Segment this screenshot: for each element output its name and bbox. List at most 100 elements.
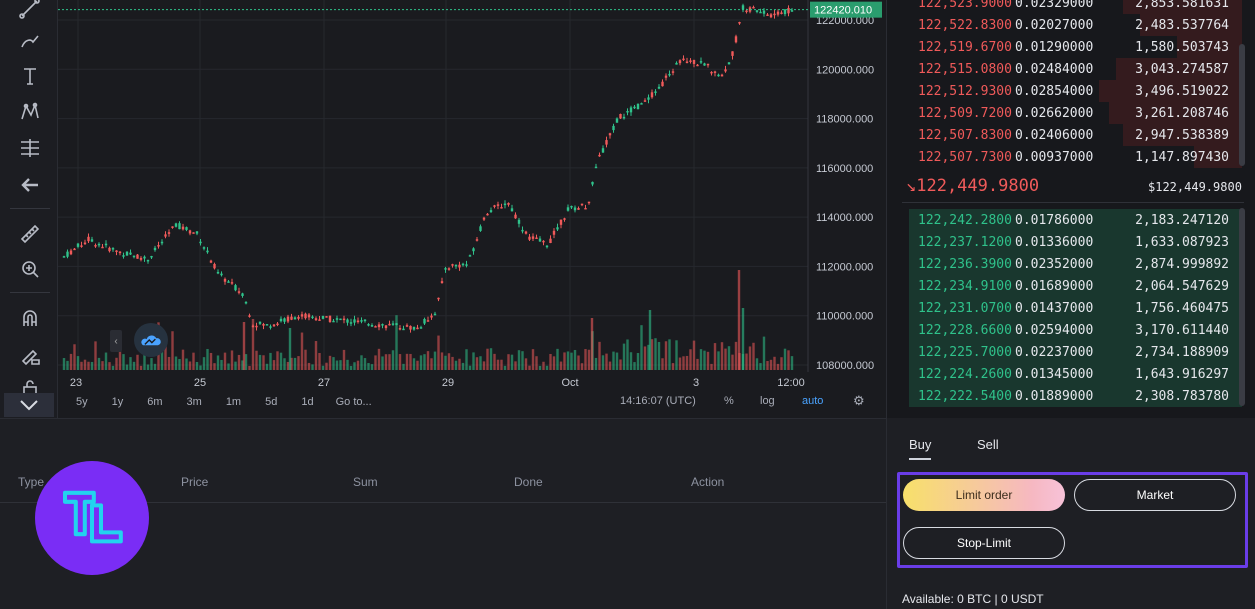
volume-bar bbox=[489, 348, 493, 370]
range-3m-button[interactable]: 3m bbox=[186, 396, 202, 408]
col-price: Price bbox=[181, 475, 209, 489]
ask-row[interactable]: 122,509.7200 0.02662000 3,261.208746 bbox=[902, 102, 1242, 124]
bid-row[interactable]: 122,225.7000 0.02237000 2,734.188909 bbox=[902, 341, 1242, 363]
volume-bar bbox=[647, 344, 650, 370]
depth-bar bbox=[1116, 58, 1242, 80]
volume-bar bbox=[426, 351, 430, 370]
lock-drawing-icon[interactable] bbox=[14, 341, 46, 367]
bid-row[interactable]: 122,222.5400 0.01889000 2,308.783780 bbox=[902, 385, 1242, 407]
bid-row[interactable]: 122,242.2800 0.01786000 2,183.247120 bbox=[902, 209, 1242, 231]
ask-sum: 1,580.503743 bbox=[1135, 39, 1229, 55]
range-6m-button[interactable]: 6m bbox=[147, 396, 163, 408]
volume-bar bbox=[111, 365, 115, 370]
volume-bar bbox=[594, 357, 598, 370]
log-scale-toggle[interactable]: log bbox=[760, 395, 775, 407]
bid-row[interactable]: 122,224.2600 0.01345000 1,643.916297 bbox=[902, 363, 1242, 385]
price-tick-label: 120000.000 bbox=[816, 64, 874, 76]
range-5y-button[interactable]: 5y bbox=[76, 396, 88, 408]
ask-sum: 3,261.208746 bbox=[1135, 105, 1229, 121]
candle-body bbox=[87, 236, 90, 242]
col-done: Done bbox=[514, 475, 543, 489]
hide-toolbar-button[interactable]: ‹ bbox=[110, 330, 122, 352]
bid-sum: 2,308.783780 bbox=[1135, 388, 1229, 404]
price-tick-label: 110000.000 bbox=[816, 311, 873, 323]
bid-amount: 0.02352000 bbox=[1015, 256, 1094, 272]
candle-body bbox=[83, 242, 87, 245]
candle-body bbox=[440, 281, 444, 284]
collapse-toolbar-button[interactable] bbox=[4, 393, 54, 417]
candle-body bbox=[598, 154, 601, 157]
volume-bar bbox=[258, 354, 262, 370]
col-type: Type bbox=[18, 475, 45, 489]
stop-limit-button[interactable]: Stop-Limit bbox=[903, 527, 1065, 559]
volume-bar bbox=[118, 349, 122, 370]
volume-bar bbox=[234, 361, 237, 370]
gear-icon[interactable]: ⚙ bbox=[853, 393, 865, 408]
ask-row[interactable]: 122,519.6700 0.01290000 1,580.503743 bbox=[902, 36, 1242, 58]
ask-row[interactable]: 122,522.8300 0.02027000 2,483.537764 bbox=[902, 14, 1242, 36]
ask-sum: 2,853.581631 bbox=[1135, 0, 1229, 11]
market-order-button[interactable]: Market bbox=[1074, 479, 1236, 511]
pattern-icon[interactable] bbox=[14, 99, 46, 125]
candle-body bbox=[493, 205, 496, 207]
bid-row[interactable]: 122,236.3900 0.02352000 2,874.999892 bbox=[902, 253, 1242, 275]
volume-bar bbox=[178, 358, 181, 370]
trend-line-icon[interactable] bbox=[14, 0, 46, 22]
text-icon[interactable] bbox=[14, 63, 46, 89]
candle-body bbox=[601, 148, 605, 153]
price-chart[interactable]: 122000.000 120000.000 118000.000 116000.000… bbox=[58, 0, 886, 418]
volume-bar bbox=[395, 315, 398, 370]
candle-body bbox=[563, 218, 566, 220]
volume-bar bbox=[500, 359, 503, 370]
goto-date-button[interactable]: Go to... bbox=[335, 396, 372, 408]
volume-bar bbox=[626, 339, 629, 370]
volume-bar bbox=[633, 362, 636, 370]
bid-row[interactable]: 122,234.9100 0.01689000 2,064.547629 bbox=[902, 275, 1242, 297]
bid-scrollbar[interactable] bbox=[1239, 208, 1245, 406]
volume-bar bbox=[132, 361, 136, 370]
depth-bar bbox=[909, 341, 1242, 363]
volume-bar bbox=[97, 357, 101, 370]
volume-bar bbox=[332, 357, 335, 370]
candle-body bbox=[346, 319, 349, 323]
volume-bar bbox=[629, 352, 633, 370]
bid-row[interactable]: 122,228.6600 0.02594000 3,170.611440 bbox=[902, 319, 1242, 341]
bid-amount: 0.02237000 bbox=[1015, 344, 1094, 360]
candle-body bbox=[629, 107, 633, 113]
ask-scrollbar[interactable] bbox=[1239, 44, 1245, 166]
magnet-icon[interactable] bbox=[14, 305, 46, 331]
range-5d-button[interactable]: 5d bbox=[265, 396, 278, 408]
brush-icon[interactable] bbox=[14, 28, 46, 54]
candle-body bbox=[535, 237, 538, 240]
range-1m-button[interactable]: 1m bbox=[225, 396, 242, 408]
percent-scale-toggle[interactable]: % bbox=[724, 395, 734, 407]
candle-body bbox=[192, 232, 195, 234]
candle-body bbox=[73, 248, 76, 251]
range-1y-button[interactable]: 1y bbox=[111, 396, 124, 408]
tab-sell[interactable]: Sell bbox=[977, 437, 999, 452]
volume-bar bbox=[622, 343, 626, 370]
tab-buy[interactable]: Buy bbox=[909, 437, 932, 460]
candle-body bbox=[762, 10, 766, 14]
candle-body bbox=[710, 71, 713, 74]
ask-row[interactable]: 122,507.7300 0.00937000 1,147.897430 bbox=[902, 146, 1242, 168]
ask-row[interactable]: 122,507.8300 0.02406000 2,947.538389 bbox=[902, 124, 1242, 146]
zoom-in-icon[interactable] bbox=[14, 256, 46, 282]
candle-body bbox=[230, 282, 234, 284]
utc-clock[interactable]: 14:16:07 (UTC) bbox=[620, 395, 696, 407]
bid-row[interactable]: 122,231.0700 0.01437000 1,756.460475 bbox=[902, 297, 1242, 319]
arrow-left-icon[interactable] bbox=[14, 172, 46, 198]
range-1d-button[interactable]: 1d bbox=[301, 396, 314, 408]
ask-row[interactable]: 122,515.0800 0.02484000 3,043.274587 bbox=[902, 58, 1242, 80]
ruler-icon[interactable] bbox=[14, 221, 46, 247]
auto-scale-toggle[interactable]: auto bbox=[802, 395, 824, 407]
fib-icon[interactable] bbox=[14, 135, 46, 161]
depth-bar bbox=[1123, 0, 1242, 14]
ask-row[interactable]: 122,523.9000 0.02329000 2,853.581631 bbox=[902, 0, 1242, 14]
limit-order-button[interactable]: Limit order bbox=[903, 479, 1065, 511]
candle-body bbox=[591, 181, 594, 185]
bid-row[interactable]: 122,237.1200 0.01336000 1,633.087923 bbox=[902, 231, 1242, 253]
volume-bar bbox=[615, 352, 619, 370]
ask-row[interactable]: 122,512.9300 0.02854000 3,496.519022 bbox=[902, 80, 1242, 102]
candle-body bbox=[118, 251, 122, 254]
